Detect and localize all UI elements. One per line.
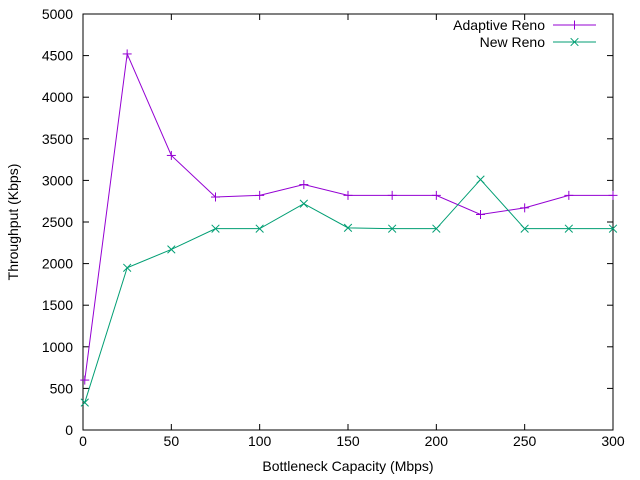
data-point-new-reno [299,199,309,208]
data-point-adaptive-reno [343,190,353,200]
data-point-adaptive-reno [608,190,618,200]
data-point-new-reno [80,398,89,407]
x-tick-label: 100 [248,433,272,449]
x-axis-label: Bottleneck Capacity (Mbps) [262,458,433,474]
data-point-adaptive-reno [80,375,90,385]
series-line-adaptive-reno [84,52,613,381]
data-point-new-reno [211,224,220,233]
y-tick-label: 500 [50,380,74,396]
data-point-adaptive-reno [476,210,485,220]
series-line-new-reno [84,178,613,403]
data-point-adaptive-reno [255,190,265,200]
data-point-new-reno [608,224,618,233]
legend-item-new-reno: New Reno [480,34,596,50]
y-tick-label: 0 [65,422,73,438]
y-tick-label: 3000 [42,172,73,188]
y-tick-label: 3500 [42,131,73,147]
x-axis: 0 50 100 150 200 250 300 [79,14,625,449]
data-point-adaptive-reno [211,192,220,202]
x-tick-label: 150 [336,433,360,449]
legend-marker [570,37,579,47]
y-tick-label: 2000 [42,256,73,272]
data-point-new-reno [564,224,574,233]
data-point-adaptive-reno [520,203,530,213]
y-axis-label: Throughput (Kbps) [5,164,21,281]
y-tick-label: 2500 [42,214,73,230]
data-point-new-reno [476,175,485,184]
data-point-new-reno [122,263,132,272]
y-tick-label: 1000 [42,339,73,355]
plot-frame [82,13,614,431]
y-tick-label: 1500 [42,297,73,313]
series-adaptive-reno [80,49,618,385]
y-tick-label: 5000 [42,6,73,22]
y-tick-label: 4500 [42,48,73,64]
data-point-new-reno [432,224,441,233]
data-point-new-reno [255,224,264,233]
series-layer [80,49,618,407]
data-point-new-reno [387,224,397,233]
data-point-new-reno [520,224,529,233]
x-tick-label: 50 [164,433,180,449]
x-tick-label: 250 [513,433,537,449]
legend-marker [570,20,579,30]
series-new-reno [80,175,618,407]
legend-label: Adaptive Reno [453,17,545,33]
data-point-new-reno [343,223,353,233]
x-tick-label: 300 [601,433,625,449]
data-point-new-reno [167,245,176,254]
y-axis: 0 500 1000 1500 2000 2500 3000 3500 4000 4500 5000 [42,6,613,438]
data-point-adaptive-reno [387,190,397,200]
data-point-adaptive-reno [431,190,441,200]
data-point-adaptive-reno [299,180,309,190]
data-point-adaptive-reno [122,49,132,59]
legend-item-adaptive-reno: Adaptive Reno [453,17,596,33]
data-point-adaptive-reno [166,150,176,160]
data-point-adaptive-reno [564,190,574,200]
y-tick-label: 4000 [42,89,73,105]
x-tick-label: 0 [79,433,87,449]
x-tick-label: 200 [425,433,449,449]
legend-label: New Reno [480,34,546,50]
